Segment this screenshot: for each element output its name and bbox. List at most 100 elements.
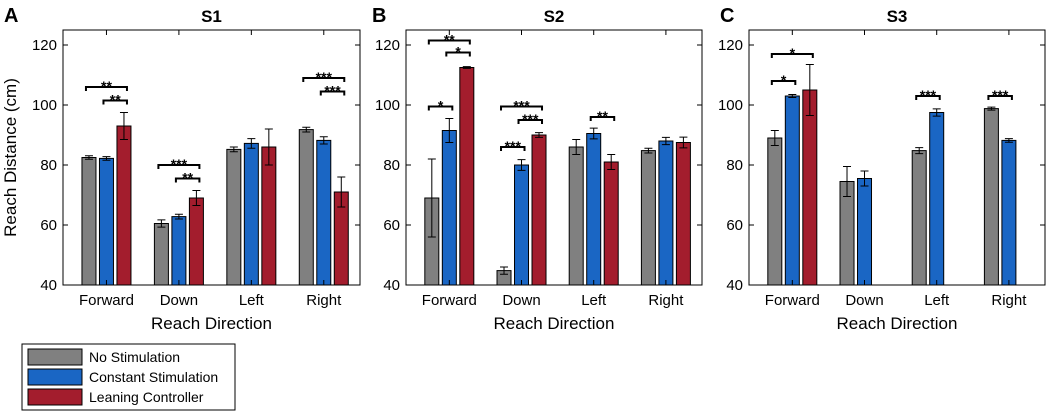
error-bar-no-stimulation-forward (427, 158, 436, 238)
error-bar-no-stimulation-down (843, 166, 852, 197)
significance-label: ** (597, 108, 608, 124)
legend-label-constant-stimulation: Constant Stimulation (89, 369, 218, 385)
bar-no-stimulation-forward (81, 157, 97, 286)
error-bar-leaning-controller-left (607, 154, 616, 170)
significance-label: *** (513, 98, 530, 114)
error-bar-no-stimulation-forward (84, 155, 93, 160)
significance-bracket (589, 116, 616, 121)
x-tick-label-left: Left (581, 292, 607, 309)
error-bar-leaning-controller-down (535, 132, 544, 138)
bar-no-stimulation-forward (767, 137, 783, 286)
legend-label-leaning-controller: Leaning Controller (89, 389, 204, 405)
error-bar-no-stimulation-down (500, 266, 509, 275)
x-tick-label-forward: Forward (79, 292, 134, 309)
bar-no-stimulation-right (983, 108, 999, 286)
error-bar-no-stimulation-down (157, 219, 166, 228)
y-tick-label: 120 (32, 37, 57, 54)
significance-bracket (517, 119, 544, 124)
bar-leaning-controller-forward (802, 89, 818, 286)
x-tick-label-down: Down (845, 292, 883, 309)
bar-no-stimulation-left (568, 146, 584, 286)
y-tick-label: 60 (40, 217, 57, 234)
significance-bracket (102, 99, 128, 105)
error-bar-leaning-controller-forward (119, 112, 128, 140)
significance-bracket (915, 95, 941, 100)
significance-label: ** (182, 170, 193, 186)
significance-bracket (427, 105, 454, 111)
bar-constant-stimulation-forward (441, 130, 457, 286)
axes-box (62, 29, 361, 286)
axes-box (748, 29, 1046, 286)
significance-label: *** (171, 156, 188, 172)
bar-constant-stimulation-down (514, 164, 530, 286)
significance-bracket (500, 105, 544, 111)
error-bar-no-stimulation-left (572, 139, 581, 155)
significance-label: *** (324, 83, 341, 99)
error-bar-leaning-controller-right (337, 176, 346, 208)
y-tick-label: 80 (40, 157, 57, 174)
legend-label-no-stimulation: No Stimulation (89, 349, 180, 365)
significance-bracket (445, 51, 471, 57)
x-tick-label-right: Right (648, 292, 684, 309)
error-bar-constant-stimulation-right (661, 136, 670, 146)
error-bar-leaning-controller-forward (805, 64, 814, 116)
bar-constant-stimulation-left (929, 112, 945, 286)
x-tick-label-down: Down (502, 292, 540, 309)
bar-leaning-controller-forward (459, 67, 475, 286)
bar-leaning-controller-down (531, 134, 547, 286)
panel-title: S1 (201, 7, 222, 26)
significance-bracket (770, 53, 814, 58)
significance-label: ** (110, 92, 121, 108)
error-bar-no-stimulation-left (229, 146, 238, 153)
y-tick-label: 40 (726, 277, 743, 294)
panel-title: S3 (887, 7, 908, 26)
significance-bracket (500, 146, 526, 151)
significance-label: ** (444, 32, 455, 48)
y-tick-label: 40 (40, 277, 57, 294)
significance-bracket (427, 39, 471, 45)
error-bar-constant-stimulation-right (1004, 138, 1013, 143)
x-tick-label-down: Down (160, 292, 198, 309)
bar-leaning-controller-left (261, 146, 277, 286)
bar-constant-stimulation-right (316, 139, 332, 286)
bar-no-stimulation-down (153, 223, 169, 286)
significance-bracket (319, 90, 346, 96)
bar-constant-stimulation-forward (784, 95, 800, 286)
y-tick-label: 80 (383, 157, 400, 174)
significance-label: * (438, 98, 444, 114)
error-bar-leaning-controller-down (192, 190, 201, 206)
bar-leaning-controller-right (675, 142, 691, 286)
error-bar-no-stimulation-right (987, 106, 996, 111)
panel-title: S2 (544, 7, 565, 26)
bar-leaning-controller-down (188, 197, 204, 286)
y-tick-label: 40 (383, 277, 400, 294)
panel-letter: C (720, 5, 734, 27)
error-bar-constant-stimulation-down (860, 170, 869, 187)
panel-letter: A (4, 5, 18, 27)
significance-label: *** (316, 69, 333, 85)
significance-bracket (174, 177, 201, 183)
bar-no-stimulation-right (640, 150, 656, 286)
x-tick-label-left: Left (924, 292, 950, 309)
x-tick-label-forward: Forward (422, 292, 477, 309)
y-axis-title: Reach Distance (cm) (1, 78, 20, 237)
bar-leaning-controller-left (603, 161, 619, 286)
x-axis-title: Reach Direction (494, 314, 615, 333)
significance-bracket (987, 95, 1013, 100)
x-tick-label-forward: Forward (765, 292, 820, 309)
error-bar-no-stimulation-right (302, 126, 311, 133)
y-tick-label: 100 (375, 97, 400, 114)
error-bar-constant-stimulation-left (589, 127, 598, 140)
significance-label: *** (920, 87, 937, 103)
error-bar-leaning-controller-left (264, 128, 273, 166)
legend-swatch-leaning-controller (27, 388, 83, 406)
bar-constant-stimulation-left (243, 142, 259, 286)
significance-label: * (781, 72, 787, 88)
bar-no-stimulation-left (911, 150, 927, 286)
error-bar-no-stimulation-forward (770, 130, 779, 146)
x-tick-label-right: Right (306, 292, 342, 309)
y-tick-label: 60 (383, 217, 400, 234)
y-tick-label: 120 (375, 37, 400, 54)
